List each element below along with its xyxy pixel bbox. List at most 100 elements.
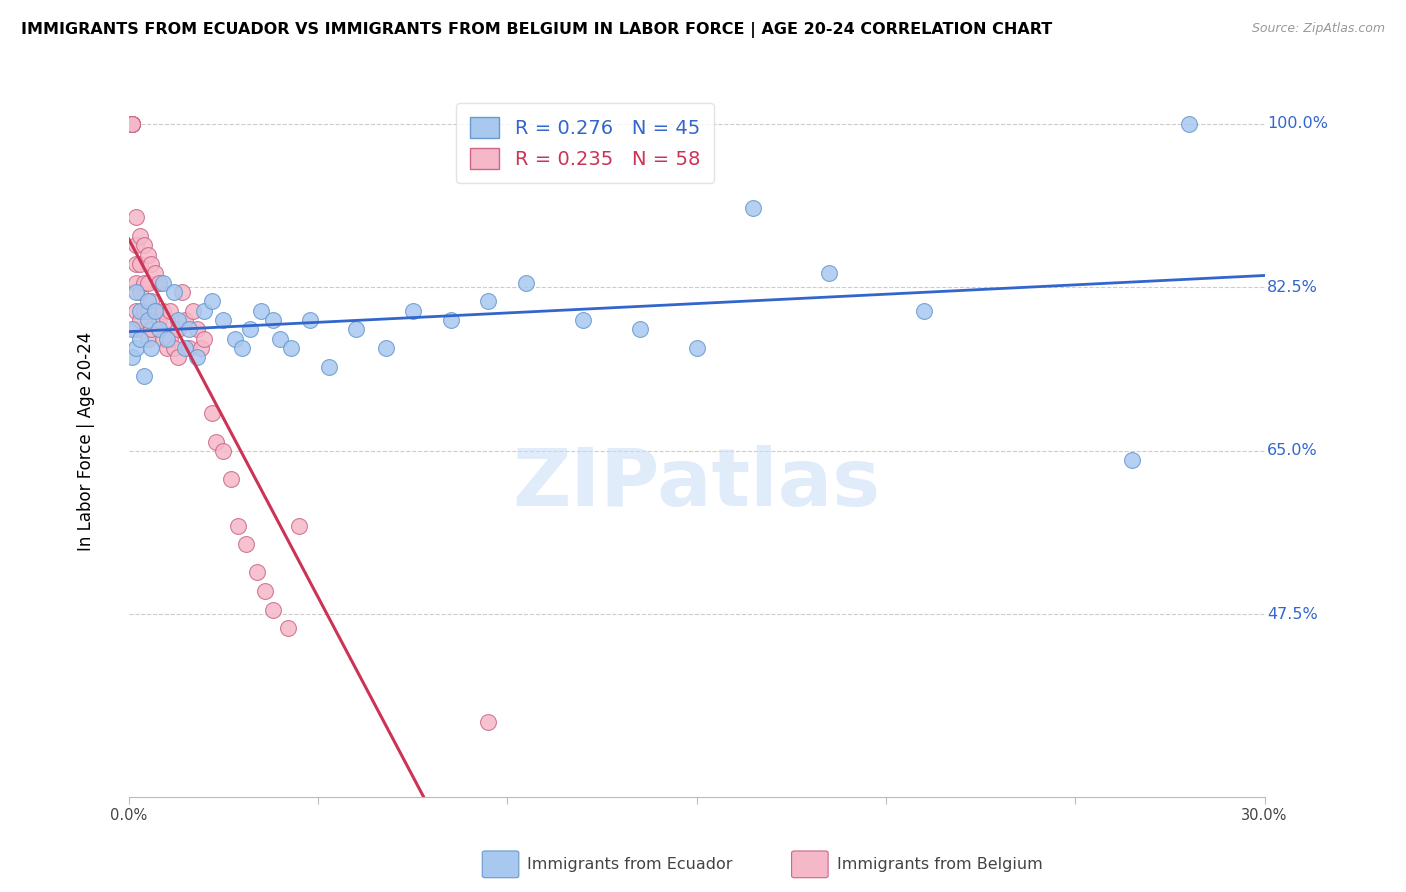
Point	[121, 351, 143, 365]
Point	[163, 285, 186, 299]
Point	[401, 303, 423, 318]
Point	[159, 303, 181, 318]
Point	[262, 313, 284, 327]
Point	[136, 294, 159, 309]
Legend: R = 0.276   N = 45, R = 0.235   N = 58: R = 0.276 N = 45, R = 0.235 N = 58	[457, 103, 714, 183]
Point	[132, 303, 155, 318]
Point	[212, 313, 235, 327]
Point	[141, 322, 163, 336]
Point	[155, 313, 177, 327]
Point	[288, 518, 311, 533]
Point	[439, 313, 461, 327]
Point	[129, 303, 152, 318]
Point	[143, 303, 166, 318]
Point	[224, 332, 246, 346]
Point	[912, 303, 935, 318]
Point	[148, 276, 170, 290]
Point	[132, 276, 155, 290]
Point	[179, 341, 201, 355]
Point	[1178, 117, 1201, 131]
Text: Source: ZipAtlas.com: Source: ZipAtlas.com	[1251, 22, 1385, 36]
Point	[685, 341, 707, 355]
Point	[129, 285, 152, 299]
Point	[201, 407, 224, 421]
Point	[136, 276, 159, 290]
Point	[141, 341, 163, 355]
Point	[125, 238, 148, 252]
Point	[269, 332, 291, 346]
Point	[136, 303, 159, 318]
Point	[121, 117, 143, 131]
Point	[344, 322, 367, 336]
Point	[572, 313, 595, 327]
Point	[477, 294, 499, 309]
Point	[231, 341, 253, 355]
Point	[155, 341, 177, 355]
Point	[121, 117, 143, 131]
Point	[143, 303, 166, 318]
Point	[136, 313, 159, 327]
Point	[246, 566, 269, 580]
Point	[174, 341, 197, 355]
Point	[228, 518, 250, 533]
Point	[477, 714, 499, 729]
Point	[125, 303, 148, 318]
Point	[125, 276, 148, 290]
Text: IMMIGRANTS FROM ECUADOR VS IMMIGRANTS FROM BELGIUM IN LABOR FORCE | AGE 20-24 CO: IMMIGRANTS FROM ECUADOR VS IMMIGRANTS FR…	[21, 22, 1052, 38]
Point	[186, 322, 208, 336]
Point	[212, 443, 235, 458]
Point	[125, 257, 148, 271]
Point	[141, 257, 163, 271]
Point	[193, 303, 215, 318]
Point	[152, 276, 174, 290]
Point	[299, 313, 322, 327]
Text: Immigrants from Ecuador: Immigrants from Ecuador	[527, 857, 733, 871]
Point	[125, 285, 148, 299]
Text: 100.0%: 100.0%	[1267, 116, 1327, 131]
Point	[125, 322, 148, 336]
Point	[136, 247, 159, 261]
Point	[129, 332, 152, 346]
Point	[170, 285, 193, 299]
Point	[742, 201, 765, 215]
Point	[167, 351, 190, 365]
Point	[818, 266, 841, 280]
Point	[239, 322, 262, 336]
Point	[515, 276, 537, 290]
Point	[219, 472, 242, 486]
Point	[148, 322, 170, 336]
Point	[277, 622, 299, 636]
Point	[193, 332, 215, 346]
Point	[152, 303, 174, 318]
Text: ZIPatlas: ZIPatlas	[513, 445, 880, 523]
Point	[280, 341, 302, 355]
Point	[167, 322, 190, 336]
Point	[121, 117, 143, 131]
Point	[1121, 453, 1143, 467]
Point	[201, 294, 224, 309]
Text: 82.5%: 82.5%	[1267, 280, 1317, 294]
Point	[148, 313, 170, 327]
Point	[141, 294, 163, 309]
Point	[125, 211, 148, 225]
Point	[163, 341, 186, 355]
Point	[262, 603, 284, 617]
Point	[129, 257, 152, 271]
Point	[204, 434, 226, 449]
Point	[121, 322, 143, 336]
Point	[132, 238, 155, 252]
Point	[190, 341, 212, 355]
Point	[132, 369, 155, 384]
Point	[152, 332, 174, 346]
Point	[136, 332, 159, 346]
Point	[235, 537, 257, 551]
Point	[375, 341, 398, 355]
Point	[250, 303, 273, 318]
Text: In Labor Force | Age 20-24: In Labor Force | Age 20-24	[76, 332, 94, 551]
Point	[318, 359, 340, 374]
Point	[129, 228, 152, 243]
Point	[121, 117, 143, 131]
Point	[125, 341, 148, 355]
Point	[253, 584, 276, 599]
Point	[121, 117, 143, 131]
